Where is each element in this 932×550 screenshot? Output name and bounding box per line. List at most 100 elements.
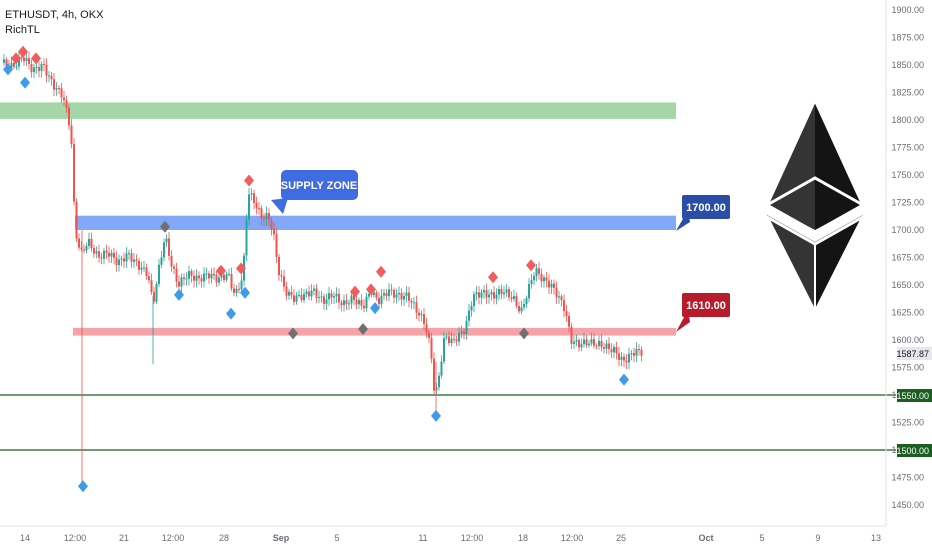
candle [383, 288, 385, 300]
candle-body [610, 349, 613, 353]
candle-body [348, 303, 350, 305]
candle [155, 281, 158, 305]
candle [43, 58, 45, 72]
candle-body [360, 300, 363, 306]
candle-body [30, 63, 33, 73]
candle [175, 262, 178, 288]
candle-body [593, 339, 595, 346]
candle [535, 263, 538, 282]
candle-body [625, 360, 628, 363]
signal-diamond-red [11, 52, 21, 65]
candle-body [390, 289, 393, 291]
candle-body [573, 341, 575, 344]
candle-body [560, 296, 563, 301]
candle-body [475, 292, 478, 295]
candle [350, 291, 353, 310]
candle-body [200, 278, 203, 282]
candle [85, 242, 88, 254]
candle-body [380, 295, 383, 305]
price-axis[interactable]: 1900.00 1875.00 1850.00 1825.00 1800.00 1775.… [891, 5, 924, 510]
candle [390, 283, 393, 296]
candle-body [3, 59, 5, 63]
candle [248, 187, 250, 226]
candle [468, 303, 470, 327]
candle-body [460, 331, 463, 333]
candle-body [498, 289, 500, 295]
candle [265, 206, 268, 226]
candle-body [213, 273, 215, 276]
candle [153, 286, 155, 305]
candle [443, 331, 445, 364]
candle [335, 287, 338, 303]
candle-body [320, 296, 323, 298]
candle [313, 285, 315, 296]
signal-diamond-red [236, 262, 246, 275]
candles-layer [3, 50, 643, 487]
candle [310, 284, 313, 301]
signal-diamond-blue [174, 288, 184, 301]
candle [465, 315, 468, 340]
symbol-title[interactable]: ETHUSDT, 4h, OKX [5, 9, 104, 21]
candle-body [148, 276, 150, 281]
candle [88, 232, 90, 250]
candle [560, 294, 563, 307]
candle-body [485, 290, 488, 298]
candle-body [218, 277, 220, 283]
candle-body [100, 257, 103, 259]
candle [580, 338, 583, 352]
candle [68, 104, 70, 130]
zone-1700-callout[interactable]: 1700.00 [676, 195, 730, 231]
signal-diamond-gray [358, 323, 368, 335]
indicator-name[interactable]: RichTL [5, 24, 40, 36]
candle [345, 293, 348, 311]
candle [520, 300, 523, 315]
candle-body [393, 289, 395, 298]
candle-body [48, 75, 50, 77]
candle-body [628, 353, 630, 363]
line-1550-value: 1550.00 [896, 391, 929, 401]
candle-body [118, 259, 120, 266]
candle-body [510, 297, 513, 299]
candle [83, 244, 85, 253]
candle-body [258, 208, 260, 210]
candle-body [323, 296, 325, 304]
candle-body [585, 339, 588, 346]
candle-body [443, 337, 445, 362]
signal-diamond-blue [431, 409, 441, 422]
candle-body [95, 251, 98, 254]
candle [185, 272, 188, 286]
candle [150, 273, 153, 295]
candle [203, 267, 205, 288]
signal-diamond-red [488, 271, 498, 284]
candle [393, 287, 395, 304]
time-axis[interactable]: 14 12:00 21 12:00 28 Sep 5 11 12:00 18 12:00 25 Oct 5… [20, 533, 881, 543]
candle-body [420, 314, 423, 316]
candle [283, 269, 285, 292]
candle-body [113, 252, 115, 258]
supply-zone-callout[interactable]: SUPPLY ZONE [271, 170, 358, 214]
candle-body [345, 300, 348, 304]
candle [320, 291, 323, 303]
candle [448, 331, 450, 346]
candle-body [440, 361, 443, 376]
candle-body [465, 320, 468, 334]
candle-body [233, 288, 235, 293]
candle [55, 82, 58, 96]
candle [173, 264, 175, 275]
candle [480, 289, 483, 305]
candle [548, 274, 550, 294]
candle-body [453, 338, 455, 340]
candle [60, 83, 63, 104]
zone-1610-callout[interactable]: 1610.00 [676, 293, 730, 332]
signal-diamond-gray [519, 327, 529, 340]
candle-body [93, 248, 95, 254]
candle [583, 332, 585, 348]
candle-body [303, 294, 305, 301]
candle-body [425, 324, 428, 333]
candle-body [445, 336, 448, 338]
candle-body [450, 338, 453, 344]
candle-body [543, 277, 545, 282]
signal-diamond-red [526, 259, 536, 272]
signal-diamond-red [216, 264, 226, 277]
